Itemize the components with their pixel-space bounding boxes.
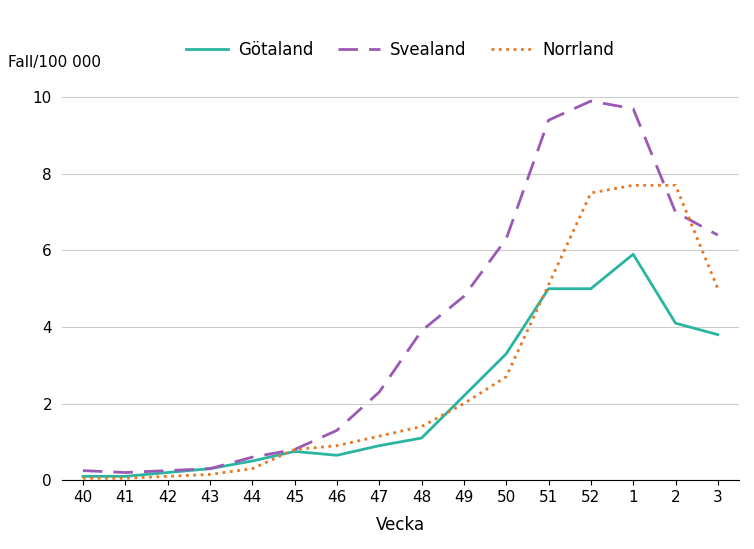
Norrland	[587, 189, 596, 196]
Norrland	[163, 473, 172, 480]
Svealand	[501, 236, 510, 242]
Götaland	[417, 435, 426, 441]
Svealand	[459, 293, 468, 300]
Text: Fall/100 000: Fall/100 000	[8, 55, 100, 70]
Götaland	[163, 469, 172, 476]
Götaland	[501, 350, 510, 357]
Norrland	[629, 182, 638, 189]
Norrland	[713, 285, 722, 292]
Svealand	[163, 467, 172, 474]
Svealand	[544, 117, 553, 124]
Svealand	[671, 209, 680, 215]
Götaland	[671, 320, 680, 327]
Svealand	[333, 427, 342, 434]
Norrland	[248, 466, 257, 472]
Götaland	[121, 473, 130, 480]
Norrland	[78, 475, 87, 481]
Norrland	[671, 182, 680, 189]
Line: Svealand: Svealand	[83, 101, 718, 473]
Svealand	[248, 454, 257, 461]
Svealand	[713, 232, 722, 238]
X-axis label: Vecka: Vecka	[375, 516, 425, 534]
Legend: Götaland, Svealand, Norrland: Götaland, Svealand, Norrland	[179, 34, 621, 65]
Line: Norrland: Norrland	[83, 186, 718, 478]
Norrland	[459, 400, 468, 407]
Norrland	[121, 475, 130, 481]
Norrland	[205, 471, 214, 478]
Svealand	[121, 469, 130, 476]
Norrland	[333, 442, 342, 449]
Götaland	[333, 452, 342, 458]
Götaland	[713, 332, 722, 338]
Svealand	[375, 389, 384, 395]
Svealand	[290, 446, 299, 453]
Götaland	[629, 251, 638, 257]
Götaland	[248, 458, 257, 464]
Svealand	[629, 105, 638, 112]
Götaland	[544, 285, 553, 292]
Götaland	[459, 393, 468, 399]
Svealand	[78, 467, 87, 474]
Line: Götaland: Götaland	[83, 254, 718, 477]
Norrland	[544, 282, 553, 288]
Götaland	[78, 473, 87, 480]
Norrland	[501, 373, 510, 380]
Götaland	[205, 466, 214, 472]
Götaland	[375, 442, 384, 449]
Svealand	[587, 98, 596, 104]
Svealand	[205, 466, 214, 472]
Norrland	[290, 446, 299, 453]
Götaland	[290, 448, 299, 455]
Norrland	[375, 433, 384, 439]
Norrland	[417, 423, 426, 430]
Svealand	[417, 328, 426, 334]
Götaland	[587, 285, 596, 292]
